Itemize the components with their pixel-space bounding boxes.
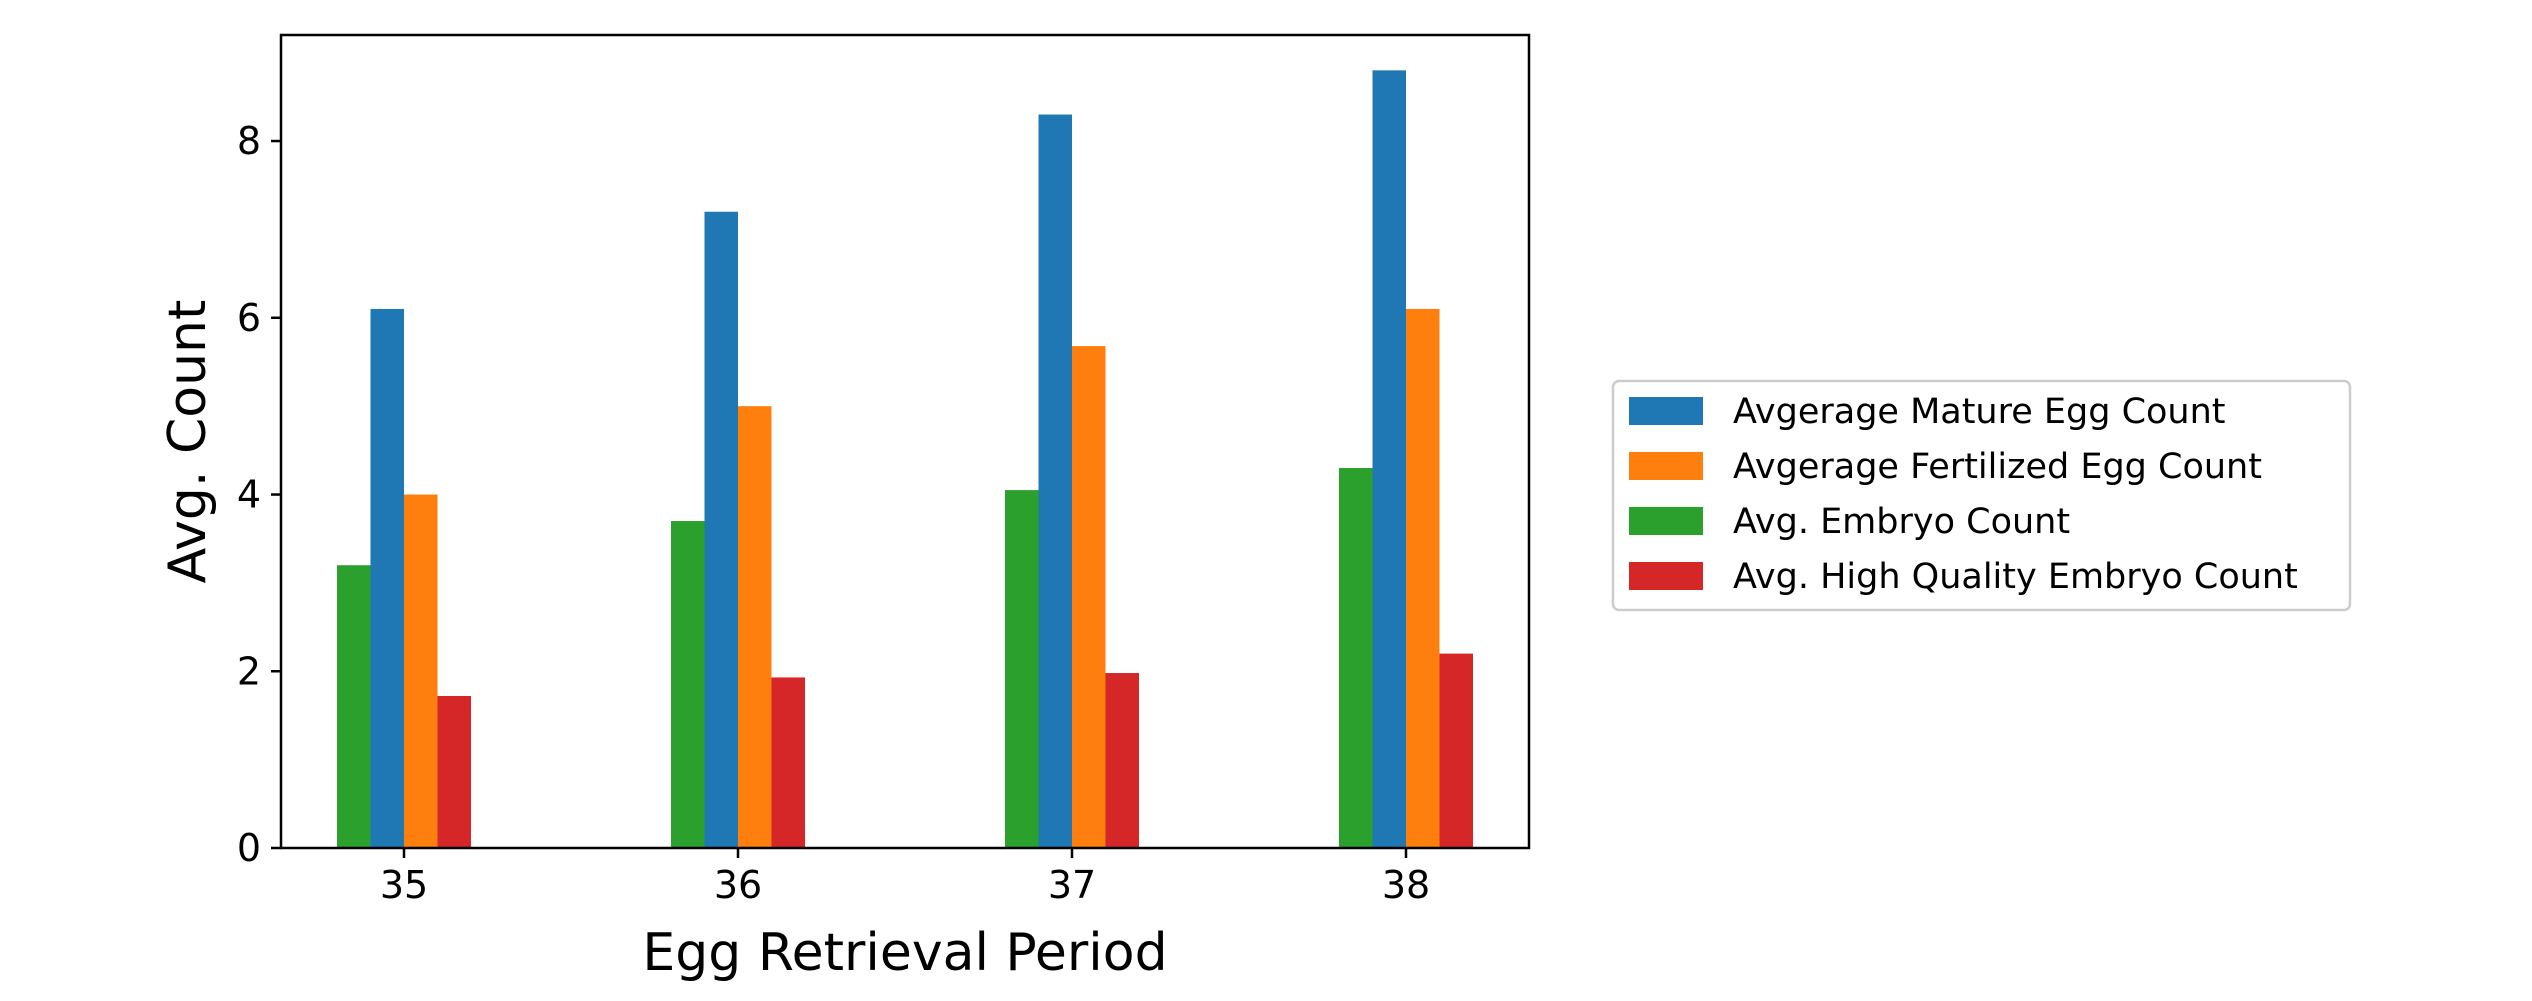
plot-frame (279, 33, 1531, 850)
bar-avg-high-quality-embryo-count-35 (437, 696, 471, 848)
bar-avg-high-quality-embryo-count-38 (1439, 653, 1473, 848)
legend-label-avg-embryo-count: Avg. Embryo Count (1733, 502, 2070, 542)
bar-avg-embryo-count-36 (671, 521, 705, 848)
bar-avgerage-mature-egg-count-36 (704, 211, 738, 849)
bars-layer (337, 70, 1473, 849)
legend-swatch-avg-embryo-count (1629, 507, 1703, 535)
legend: Avgerage Mature Egg Count Avgerage Fertil… (1611, 379, 2352, 612)
bar-avgerage-fertilized-egg-count-35 (404, 494, 438, 848)
legend-swatch-avg-high-quality-embryo-count (1629, 562, 1703, 590)
y-tick-label: 4 (237, 473, 261, 517)
x-axis: 35 36 37 38 (380, 848, 1430, 907)
bar-avgerage-mature-egg-count-35 (370, 308, 404, 848)
bar-avgerage-fertilized-egg-count-37 (1072, 346, 1106, 848)
x-tick-label: 37 (1048, 863, 1096, 907)
y-tick-label: 0 (237, 826, 261, 870)
y-axis-title: Avg. Count (158, 300, 218, 584)
legend-swatch-avgerage-fertilized-egg-count (1629, 452, 1703, 480)
y-axis: 0 2 4 6 8 (237, 119, 281, 870)
bar-avgerage-fertilized-egg-count-38 (1406, 308, 1440, 848)
bar-avgerage-mature-egg-count-37 (1038, 114, 1072, 848)
bar-avg-high-quality-embryo-count-36 (771, 677, 805, 848)
legend-label-avgerage-fertilized-egg-count: Avgerage Fertilized Egg Count (1733, 447, 2262, 487)
bar-avg-embryo-count-37 (1005, 490, 1039, 848)
x-tick-label: 35 (380, 863, 428, 907)
x-axis-title: Egg Retrieval Period (642, 923, 1167, 983)
bar-avgerage-mature-egg-count-38 (1372, 70, 1406, 849)
bar-avg-embryo-count-38 (1339, 468, 1373, 848)
x-tick-label: 36 (714, 863, 762, 907)
legend-label-avg-high-quality-embryo-count: Avg. High Quality Embryo Count (1733, 557, 2298, 597)
y-tick-label: 6 (237, 296, 261, 340)
legend-label-avgerage-mature-egg-count: Avgerage Mature Egg Count (1733, 392, 2226, 432)
bar-avg-embryo-count-35 (337, 565, 371, 848)
y-tick-label: 2 (237, 649, 261, 693)
legend-box (1611, 379, 2352, 612)
bar-avg-high-quality-embryo-count-37 (1105, 673, 1139, 848)
y-tick-label: 8 (237, 119, 261, 163)
x-tick-label: 38 (1382, 863, 1430, 907)
legend-swatch-avgerage-mature-egg-count (1629, 397, 1703, 425)
bar-avgerage-fertilized-egg-count-36 (738, 406, 772, 848)
